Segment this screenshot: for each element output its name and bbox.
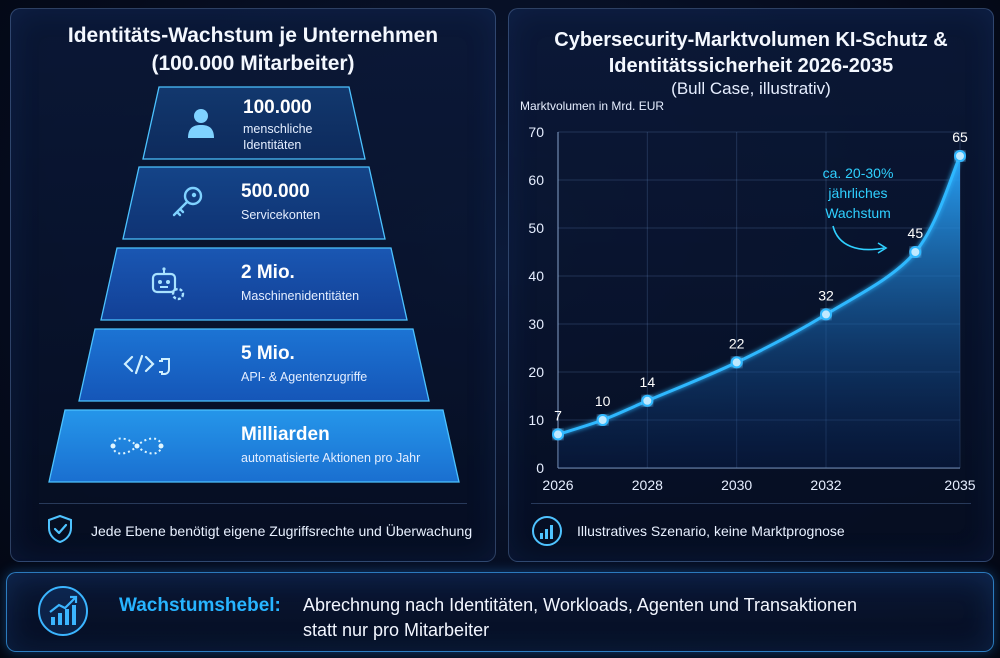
y-tick-label: 40 — [528, 268, 544, 284]
data-point — [820, 308, 832, 321]
data-point — [596, 414, 609, 426]
growth-annotation: ca. 20-30% — [823, 165, 894, 181]
y-tick-label: 70 — [528, 124, 544, 140]
data-label: 32 — [818, 287, 834, 303]
area-fill — [558, 156, 960, 468]
chart-subtitle: (Bull Case, illustrativ) — [671, 79, 831, 98]
tier-description: Maschinenidentitäten — [241, 289, 360, 303]
tier-description: automatisierte Aktionen pro Jahr — [241, 451, 421, 465]
tier-description: menschliche — [243, 122, 313, 136]
data-point — [909, 246, 922, 258]
annotation-arrow — [832, 225, 885, 251]
identity-footer-note: Jede Ebene benötigt eigene Zugriffsrecht… — [91, 523, 473, 539]
growth-lever-label: Wachstumshebel: — [119, 595, 281, 616]
pyramid-tier-shape — [100, 247, 408, 321]
annotation-arrowhead — [877, 242, 888, 254]
y-tick-label: 10 — [528, 412, 544, 428]
divider — [531, 503, 971, 504]
growth-lever-text-line1: Abrechnung nach Identitäten, Workloads, … — [303, 595, 858, 615]
data-label: 10 — [595, 393, 611, 409]
chart-footer-note: Illustratives Szenario, keine Marktprogn… — [577, 523, 845, 539]
data-point — [552, 428, 564, 441]
data-label: 22 — [729, 335, 745, 351]
pyramid-tier-shape — [122, 166, 386, 240]
market-volume-chart: Marktvolumen in Mrd. EUR0102030405060702… — [520, 99, 976, 493]
growth-lever-text-line2: statt nur pro Mitarbeiter — [303, 620, 490, 640]
data-label: 65 — [952, 129, 968, 145]
x-tick-label: 2030 — [721, 477, 752, 493]
tier-description-line2: Identitäten — [243, 138, 302, 152]
x-tick-label: 2035 — [944, 477, 975, 493]
chart-title-line2: Identitätssicherheit 2026-2035 — [608, 55, 894, 77]
x-tick-label: 2028 — [632, 477, 663, 493]
tier-description: Servicekonten — [241, 208, 321, 222]
divider — [39, 503, 467, 504]
identity-panel-subtitle: (100.000 Mitarbeiter) — [151, 52, 355, 75]
tier-value: Milliarden — [241, 424, 330, 445]
growth-lever-banner: Wachstumshebel: Abrechnung nach Identitä… — [6, 572, 994, 652]
y-axis-label: Marktvolumen in Mrd. EUR — [520, 99, 664, 113]
data-point — [954, 150, 966, 162]
growth-chart-icon — [37, 585, 89, 642]
tier-value: 100.000 — [243, 97, 312, 118]
data-label: 7 — [554, 407, 562, 423]
tier-value: 2 Mio. — [241, 262, 295, 283]
x-tick-label: 2026 — [542, 477, 573, 493]
tier-description: API- & Agentenzugriffe — [241, 370, 368, 384]
data-point — [730, 356, 743, 369]
data-label: 45 — [908, 225, 924, 241]
identity-growth-panel: Identitäts-Wachstum je Unternehmen (100.… — [10, 8, 496, 562]
chart-title-line1: Cybersecurity-Marktvolumen KI-Schutz & — [554, 29, 948, 51]
bar-chart-icon — [531, 515, 563, 552]
y-tick-label: 60 — [528, 172, 544, 188]
shield-check-icon — [47, 514, 73, 549]
x-tick-label: 2032 — [810, 477, 841, 493]
identity-panel-title: Identitäts-Wachstum je Unternehmen — [67, 24, 439, 47]
tier-value: 500.000 — [241, 181, 310, 202]
y-tick-label: 20 — [528, 364, 544, 380]
growth-annotation: jährliches — [827, 185, 887, 201]
y-tick-label: 0 — [536, 460, 544, 476]
data-point — [641, 394, 654, 407]
y-tick-label: 30 — [528, 316, 544, 332]
growth-annotation: Wachstum — [825, 205, 891, 221]
y-tick-label: 50 — [528, 220, 544, 236]
tier-value: 5 Mio. — [241, 343, 295, 364]
data-label: 14 — [640, 374, 656, 390]
